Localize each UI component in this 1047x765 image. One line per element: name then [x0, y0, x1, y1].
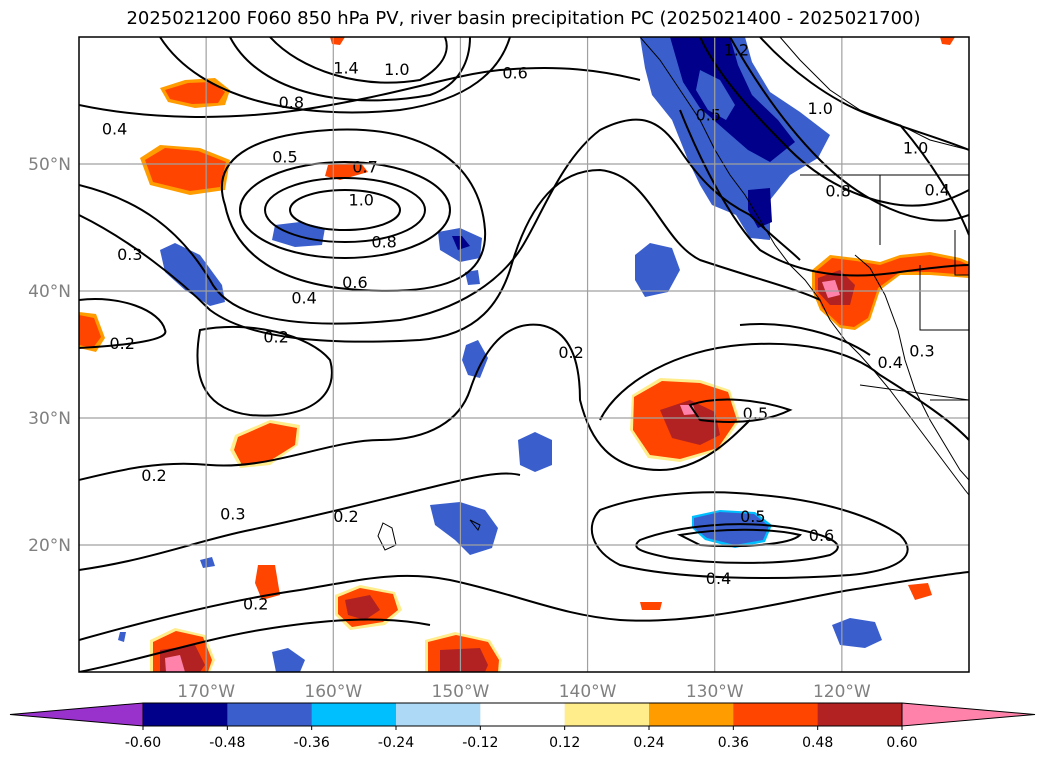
colorbar-label: -0.60 [125, 735, 161, 751]
contour-label: 0.6 [342, 273, 367, 292]
graticule [79, 37, 969, 672]
colorbar-label: -0.48 [209, 735, 245, 751]
colorbar-extend-low [9, 702, 144, 727]
contour-label: 0.3 [220, 504, 245, 523]
contour-label: 1.0 [349, 191, 374, 210]
contour-label: 0.3 [909, 342, 934, 361]
colorbar-segment [311, 703, 397, 726]
lon-tick-label: 130°W [686, 682, 744, 702]
contour-label: 0.5 [743, 404, 768, 423]
colorbar-label: 0.12 [549, 735, 580, 751]
colorbar-label: -0.12 [462, 735, 498, 751]
contour-label: 0.4 [291, 288, 316, 307]
contour-label: 0.2 [333, 507, 358, 526]
contour-label: 0.6 [809, 526, 834, 545]
latitude-labels: 50°N 40°N 30°N 20°N [28, 155, 71, 556]
colorbar-segment [143, 703, 228, 726]
contour-label: 0.5 [272, 147, 297, 166]
colorbar-segment [649, 703, 734, 726]
lon-tick-label: 120°W [813, 682, 871, 702]
contour-labels: 1.2 1.4 1.0 0.6 0.8 0.4 0.5 0.7 1.0 0.8 0.6 0.3 0.4 0… [102, 41, 950, 614]
contour-label: 1.4 [333, 58, 358, 77]
lon-tick-label: 140°W [559, 682, 617, 702]
contour-label: 0.5 [740, 507, 765, 526]
contour-label: 0.2 [558, 343, 583, 362]
colorbar-segment [227, 703, 313, 726]
contour-label: 1.0 [903, 138, 928, 157]
contour-label: 0.8 [825, 182, 850, 201]
colorbar-label: 0.48 [802, 735, 833, 751]
contour-label: 0.2 [110, 334, 135, 353]
colorbar-segment [733, 703, 819, 726]
lat-tick-label: 50°N [28, 155, 71, 175]
colorbar-label: 0.60 [886, 735, 917, 751]
colorbar-label: -0.24 [378, 735, 414, 751]
lat-tick-label: 30°N [28, 409, 71, 429]
contour-label: 0.4 [102, 119, 127, 138]
contour-label: 0.7 [352, 158, 377, 177]
negative-precip-patches [118, 37, 955, 672]
colorbar-segment [817, 703, 903, 726]
lat-tick-label: 20°N [28, 536, 71, 556]
colorbar-segment [480, 703, 566, 726]
colorbar-frame [142, 702, 903, 727]
contour-label: 1.0 [808, 99, 833, 118]
contour-label: 0.3 [117, 245, 142, 264]
map-title: 2025021200 F060 850 hPa PV, river basin … [126, 8, 921, 29]
contour-label: 1.2 [724, 41, 749, 60]
colorbar: -0.60 -0.48 -0.36 -0.24 -0.12 0.12 0.24 0.36 0.4… [9, 702, 1036, 751]
contour-label: 0.2 [263, 328, 288, 347]
colorbar-label: 0.24 [633, 735, 664, 751]
colorbar-extend-high [901, 702, 1036, 727]
negative-precip-region [670, 37, 795, 162]
contour-label: 0.6 [502, 64, 527, 83]
contour-label: 0.4 [924, 180, 949, 199]
contour-label: 0.4 [877, 353, 902, 372]
colorbar-segment [564, 703, 650, 726]
lon-tick-label: 170°W [177, 682, 235, 702]
map-plot-area: 1.2 1.4 1.0 0.6 0.8 0.4 0.5 0.7 1.0 0.8 0.6 0.3 0.4 0… [79, 37, 969, 672]
contour-label: 0.8 [371, 232, 396, 251]
lat-tick-label: 40°N [28, 282, 71, 302]
contour-label: 0.5 [696, 105, 721, 124]
colorbar-label: 0.36 [718, 735, 749, 751]
lon-tick-label: 150°W [432, 682, 490, 702]
colorbar-label: -0.36 [294, 735, 330, 751]
contour-label: 0.2 [243, 594, 268, 613]
lon-tick-label: 160°W [304, 682, 362, 702]
contour-label: 0.4 [706, 569, 731, 588]
contour-label: 0.2 [141, 466, 166, 485]
longitude-labels: 170°W 160°W 150°W 140°W 130°W 120°W [177, 682, 871, 702]
map-frame [78, 36, 970, 673]
contour-label: 0.8 [279, 93, 304, 112]
contour-label: 1.0 [384, 60, 409, 79]
colorbar-segment [396, 703, 481, 726]
